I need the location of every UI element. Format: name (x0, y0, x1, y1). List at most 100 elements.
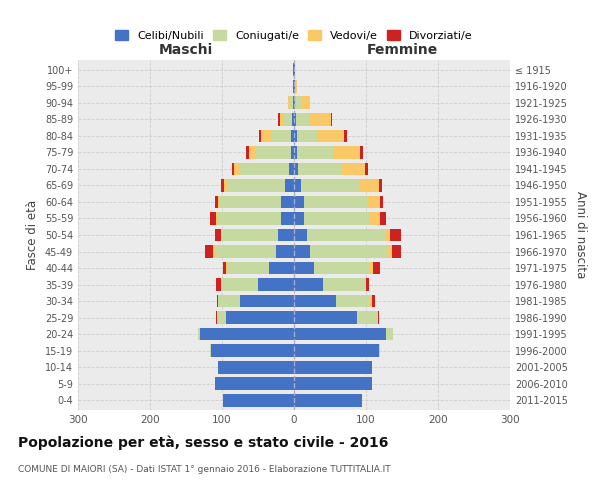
Bar (250, 146, 255, 159)
Bar (215, 278, 221, 291)
Bar (221, 228, 222, 241)
Bar (294, 80, 295, 93)
Bar (379, 179, 382, 192)
Bar (287, 96, 289, 110)
Text: Popolazione per età, sesso e stato civile - 2016: Popolazione per età, sesso e stato civil… (18, 435, 388, 450)
Bar (218, 212, 281, 225)
Bar (215, 228, 221, 241)
Bar (197, 328, 200, 340)
Bar (259, 130, 261, 142)
Bar (214, 245, 215, 258)
Bar (293, 96, 294, 110)
Bar (261, 130, 271, 142)
Bar (385, 228, 391, 241)
Bar (220, 196, 281, 208)
Bar (221, 179, 224, 192)
Bar (294, 162, 298, 175)
Bar (269, 262, 294, 274)
Bar (297, 146, 333, 159)
Bar (217, 294, 218, 308)
Bar (281, 196, 294, 208)
Bar (310, 245, 388, 258)
Bar (366, 278, 369, 291)
Bar (360, 146, 363, 159)
Bar (223, 394, 294, 406)
Bar (255, 146, 291, 159)
Bar (373, 262, 380, 274)
Bar (291, 130, 294, 142)
Bar (289, 162, 294, 175)
Bar (218, 196, 220, 208)
Bar (278, 113, 280, 126)
Bar (294, 394, 362, 406)
Bar (294, 179, 301, 192)
Bar (344, 130, 347, 142)
Bar (314, 262, 370, 274)
Text: Femmine: Femmine (367, 42, 437, 56)
Bar (217, 311, 226, 324)
Bar (226, 311, 294, 324)
Bar (281, 212, 294, 225)
Bar (210, 212, 215, 225)
Bar (304, 196, 367, 208)
Bar (294, 212, 304, 225)
Bar (226, 262, 227, 274)
Text: Maschi: Maschi (159, 42, 213, 56)
Bar (294, 328, 386, 340)
Bar (294, 344, 379, 357)
Bar (365, 162, 368, 175)
Bar (294, 360, 372, 374)
Bar (218, 294, 240, 308)
Bar (294, 294, 336, 308)
Bar (205, 245, 214, 258)
Bar (200, 328, 294, 340)
Bar (379, 344, 380, 357)
Bar (294, 130, 297, 142)
Bar (271, 130, 291, 142)
Bar (380, 196, 383, 208)
Bar (294, 245, 310, 258)
Bar (294, 196, 304, 208)
Legend: Celibi/Nubili, Coniugati/e, Vedovi/e, Divorziati/e: Celibi/Nubili, Coniugati/e, Vedovi/e, Di… (111, 26, 477, 45)
Bar (359, 179, 379, 192)
Bar (295, 80, 297, 93)
Bar (223, 262, 226, 274)
Bar (293, 64, 294, 76)
Bar (317, 130, 344, 142)
Bar (380, 212, 386, 225)
Bar (280, 113, 283, 126)
Bar (215, 245, 276, 258)
Bar (358, 311, 377, 324)
Bar (309, 113, 331, 126)
Bar (278, 228, 294, 241)
Bar (222, 228, 278, 241)
Bar (301, 96, 310, 110)
Bar (294, 113, 296, 126)
Bar (298, 162, 342, 175)
Bar (215, 377, 294, 390)
Bar (295, 96, 301, 110)
Bar (294, 96, 295, 110)
Bar (258, 278, 294, 291)
Bar (386, 328, 394, 340)
Bar (342, 162, 365, 175)
Bar (276, 245, 294, 258)
Bar (215, 311, 217, 324)
Bar (286, 179, 294, 192)
Bar (240, 162, 289, 175)
Bar (370, 262, 373, 274)
Bar (294, 228, 307, 241)
Bar (370, 294, 372, 308)
Bar (391, 228, 401, 241)
Bar (227, 262, 269, 274)
Bar (367, 196, 380, 208)
Bar (365, 278, 366, 291)
Bar (301, 179, 359, 192)
Bar (218, 360, 294, 374)
Bar (283, 113, 292, 126)
Bar (294, 311, 358, 324)
Bar (333, 146, 360, 159)
Bar (304, 212, 370, 225)
Bar (293, 80, 294, 93)
Bar (372, 294, 374, 308)
